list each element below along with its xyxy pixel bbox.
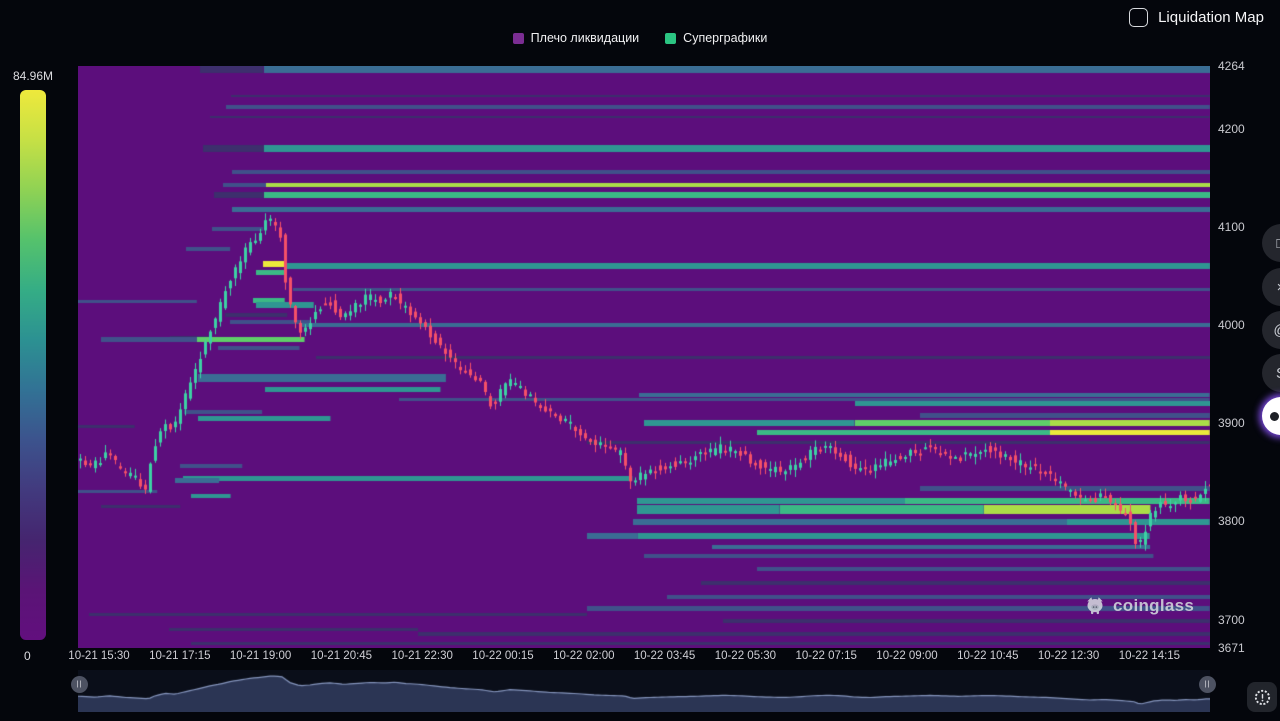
side-button-support-widget-icon[interactable] — [1262, 397, 1280, 435]
price-tick-label: 4100 — [1218, 219, 1245, 234]
time-tick-label: 10-22 14:15 — [1118, 650, 1181, 662]
navigator-left-handle[interactable]: || — [71, 676, 88, 693]
navigator-right-handle[interactable]: || — [1199, 676, 1216, 693]
legend-item-liquidation-leverage[interactable]: Плечо ликвидации — [512, 31, 640, 45]
gear-alert-icon — [1254, 689, 1270, 705]
time-tick-label: 10-21 22:30 — [391, 650, 453, 662]
price-tick-label: 3671 — [1218, 641, 1245, 655]
time-tick-label: 10-22 03:45 — [633, 650, 696, 662]
settings-alert-button[interactable] — [1247, 682, 1277, 712]
price-tick-label: 4264 — [1218, 59, 1245, 73]
colorbar-max-label: 84.96M — [13, 69, 54, 83]
side-button-at-icon[interactable]: @ — [1262, 311, 1280, 349]
legend-label: Суперграфики — [683, 31, 768, 45]
time-tick-label: 10-22 12:30 — [1037, 650, 1100, 662]
time-tick-label: 10-22 02:00 — [553, 650, 615, 662]
legend-item-supercharts[interactable]: Суперграфики — [665, 31, 767, 45]
price-tick-label: 4200 — [1218, 121, 1245, 136]
colorbar-min-label: 0 — [24, 649, 31, 663]
liquidation-map-checkbox[interactable] — [1129, 8, 1149, 27]
liquidation-map-label: Liquidation Map — [1158, 9, 1264, 26]
legend-swatch-green — [665, 32, 677, 44]
time-tick-label: 10-22 00:15 — [472, 650, 534, 662]
price-tick-label: 3800 — [1218, 514, 1245, 529]
liquidation-heatmap-canvas[interactable] — [78, 66, 1210, 648]
time-tick-label: 10-22 07:15 — [795, 650, 857, 662]
colorbar-gradient — [20, 90, 46, 640]
time-tick-label: 10-21 17:15 — [149, 650, 211, 662]
price-tick-label: 4000 — [1218, 318, 1245, 333]
time-tick-label: 10-22 10:45 — [957, 650, 1019, 662]
chart-legend: Плечо ликвидации Суперграфики — [0, 31, 1280, 45]
time-tick-label: 10-22 05:30 — [714, 650, 777, 662]
legend-swatch-purple — [512, 32, 524, 44]
side-button-chat-square-icon[interactable]: □ — [1262, 224, 1280, 262]
time-tick-label: 10-21 20:45 — [310, 650, 373, 662]
side-button-messenger-icon[interactable]: S — [1262, 354, 1280, 392]
time-tick-label: 10-21 19:00 — [229, 650, 292, 662]
legend-label: Плечо ликвидации — [530, 31, 640, 45]
liquidation-map-toggle[interactable]: Liquidation Map — [1129, 8, 1264, 27]
price-tick-label: 3700 — [1218, 612, 1245, 627]
price-tick-label: 3900 — [1218, 416, 1245, 431]
navigator-canvas[interactable] — [78, 670, 1210, 712]
time-tick-label: 10-22 09:00 — [876, 650, 938, 662]
time-tick-label: 10-21 15:30 — [68, 650, 130, 662]
side-button-x-social-icon[interactable]: × — [1262, 268, 1280, 306]
